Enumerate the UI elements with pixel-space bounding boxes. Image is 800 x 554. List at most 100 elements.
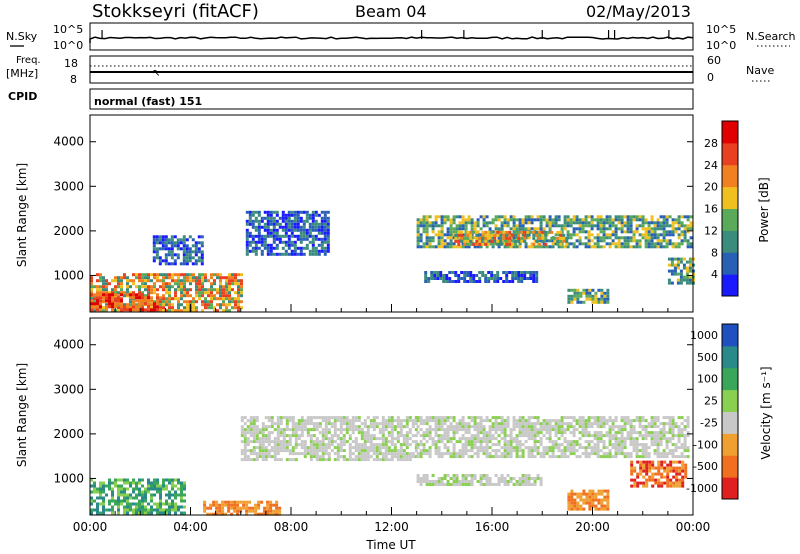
data-cell bbox=[245, 219, 249, 223]
data-cell bbox=[234, 303, 237, 307]
data-cell bbox=[669, 460, 673, 464]
data-cell bbox=[311, 243, 315, 247]
data-cell bbox=[176, 238, 180, 242]
data-cell bbox=[194, 247, 198, 251]
data-cell bbox=[437, 483, 441, 486]
data-cell bbox=[678, 472, 682, 476]
data-cell bbox=[632, 425, 636, 429]
data-cell bbox=[170, 241, 174, 245]
data-cell bbox=[278, 216, 282, 220]
data-cell bbox=[487, 277, 491, 280]
data-cell bbox=[518, 455, 522, 459]
data-cell bbox=[463, 239, 467, 243]
data-cell bbox=[686, 224, 690, 228]
data-cell bbox=[440, 416, 444, 420]
data-cell bbox=[683, 419, 687, 423]
data-cell bbox=[669, 466, 673, 470]
data-cell bbox=[144, 299, 147, 303]
data-cell bbox=[215, 506, 219, 510]
data-cell bbox=[656, 245, 660, 249]
data-cell bbox=[177, 285, 180, 289]
data-cell bbox=[651, 460, 655, 464]
data-cell bbox=[659, 428, 663, 432]
data-cell bbox=[636, 481, 640, 485]
data-cell bbox=[452, 419, 456, 423]
data-cell bbox=[269, 231, 273, 235]
data-cell bbox=[606, 288, 610, 292]
data-cell bbox=[476, 431, 480, 435]
colorbar-tick-label: 28 bbox=[704, 137, 718, 150]
data-cell bbox=[263, 509, 267, 513]
data-cell bbox=[434, 449, 438, 453]
data-cell bbox=[442, 280, 446, 283]
data-cell bbox=[464, 428, 468, 432]
data-cell bbox=[588, 297, 592, 301]
data-cell bbox=[248, 500, 252, 504]
data-cell bbox=[317, 213, 321, 217]
data-cell bbox=[602, 434, 606, 438]
data-cell bbox=[485, 419, 489, 423]
data-cell bbox=[635, 218, 639, 222]
data-cell bbox=[183, 273, 186, 277]
data-cell bbox=[260, 237, 264, 241]
data-cell bbox=[479, 245, 483, 249]
data-cell bbox=[129, 484, 132, 488]
data-cell bbox=[572, 416, 576, 420]
data-cell bbox=[588, 501, 592, 505]
data-cell bbox=[324, 437, 328, 441]
data-cell bbox=[660, 472, 664, 476]
data-cell bbox=[645, 463, 649, 467]
data-cell bbox=[648, 475, 652, 479]
data-cell bbox=[216, 276, 219, 280]
data-cell bbox=[470, 449, 474, 453]
data-cell bbox=[600, 507, 604, 511]
data-cell bbox=[399, 458, 403, 462]
data-cell bbox=[636, 475, 640, 479]
data-cell bbox=[320, 237, 324, 241]
data-cell bbox=[336, 416, 340, 420]
data-cell bbox=[90, 499, 93, 503]
data-cell bbox=[473, 440, 477, 444]
data-cell bbox=[464, 446, 468, 450]
data-cell bbox=[216, 297, 219, 301]
data-cell bbox=[650, 425, 654, 429]
data-cell bbox=[630, 466, 634, 470]
data-cell bbox=[509, 452, 513, 456]
data-cell bbox=[482, 428, 486, 432]
data-cell bbox=[669, 484, 673, 488]
data-cell bbox=[572, 425, 576, 429]
data-cell bbox=[234, 276, 237, 280]
data-cell bbox=[198, 273, 201, 277]
data-cell bbox=[671, 431, 675, 435]
data-cell bbox=[260, 500, 264, 504]
data-cell bbox=[339, 425, 343, 429]
data-cell bbox=[156, 308, 159, 312]
data-cell bbox=[428, 224, 432, 228]
data-cell bbox=[464, 218, 468, 222]
nsky-tick-top: 10^5 bbox=[53, 23, 83, 36]
data-cell bbox=[258, 446, 262, 450]
data-cell bbox=[318, 446, 322, 450]
data-cell bbox=[641, 419, 645, 423]
data-cell bbox=[251, 213, 255, 217]
data-cell bbox=[311, 222, 315, 226]
data-cell bbox=[419, 221, 423, 225]
data-cell bbox=[600, 492, 604, 496]
data-cell bbox=[461, 428, 465, 432]
data-cell bbox=[470, 221, 474, 225]
data-cell bbox=[129, 505, 132, 509]
data-cell bbox=[464, 431, 468, 435]
data-cell bbox=[221, 503, 225, 507]
data-cell bbox=[629, 425, 633, 429]
data-cell bbox=[363, 434, 367, 438]
data-cell bbox=[481, 274, 485, 277]
data-cell bbox=[497, 455, 501, 459]
data-cell bbox=[554, 422, 558, 426]
data-cell bbox=[153, 276, 156, 280]
data-cell bbox=[573, 291, 577, 295]
data-cell bbox=[454, 280, 458, 283]
data-cell bbox=[617, 245, 621, 249]
data-cell bbox=[275, 234, 279, 238]
data-cell bbox=[150, 511, 153, 515]
data-cell bbox=[458, 449, 462, 453]
